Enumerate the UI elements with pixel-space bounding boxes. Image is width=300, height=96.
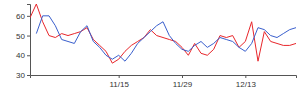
series-line [36,16,296,61]
series-line [30,4,296,63]
y-tick-mark [27,75,30,76]
x-tick-mark [245,75,246,78]
x-tick-label: 11/15 [109,80,129,89]
chart: 30 40 50 60 11/15 11/29 12/13 [0,0,300,96]
x-axis-line [31,76,297,79]
x-tick-mark [119,75,120,78]
x-axis: 11/15 11/29 12/13 [31,75,297,89]
y-tick-label: 30 [16,71,25,80]
y-tick: 30 [16,71,30,80]
y-tick-label: 50 [16,32,25,41]
y-tick-mark [27,36,30,37]
plot-area [30,4,296,63]
y-tick-label: 60 [16,12,25,21]
y-tick-mark [27,55,30,56]
y-tick-label: 40 [16,51,25,60]
x-tick: 12/13 [236,75,257,89]
y-tick-mark [27,16,30,17]
x-tick: 11/15 [109,75,129,89]
y-tick: 60 [16,12,30,21]
x-tick: 11/29 [173,75,193,89]
y-tick: 50 [16,32,30,41]
x-tick-label: 11/29 [173,80,193,89]
y-tick: 40 [16,51,30,60]
y-axis-line [27,5,31,76]
y-axis: 30 40 50 60 [16,5,30,81]
x-tick-mark [182,75,183,78]
x-tick-label: 12/13 [236,80,257,89]
